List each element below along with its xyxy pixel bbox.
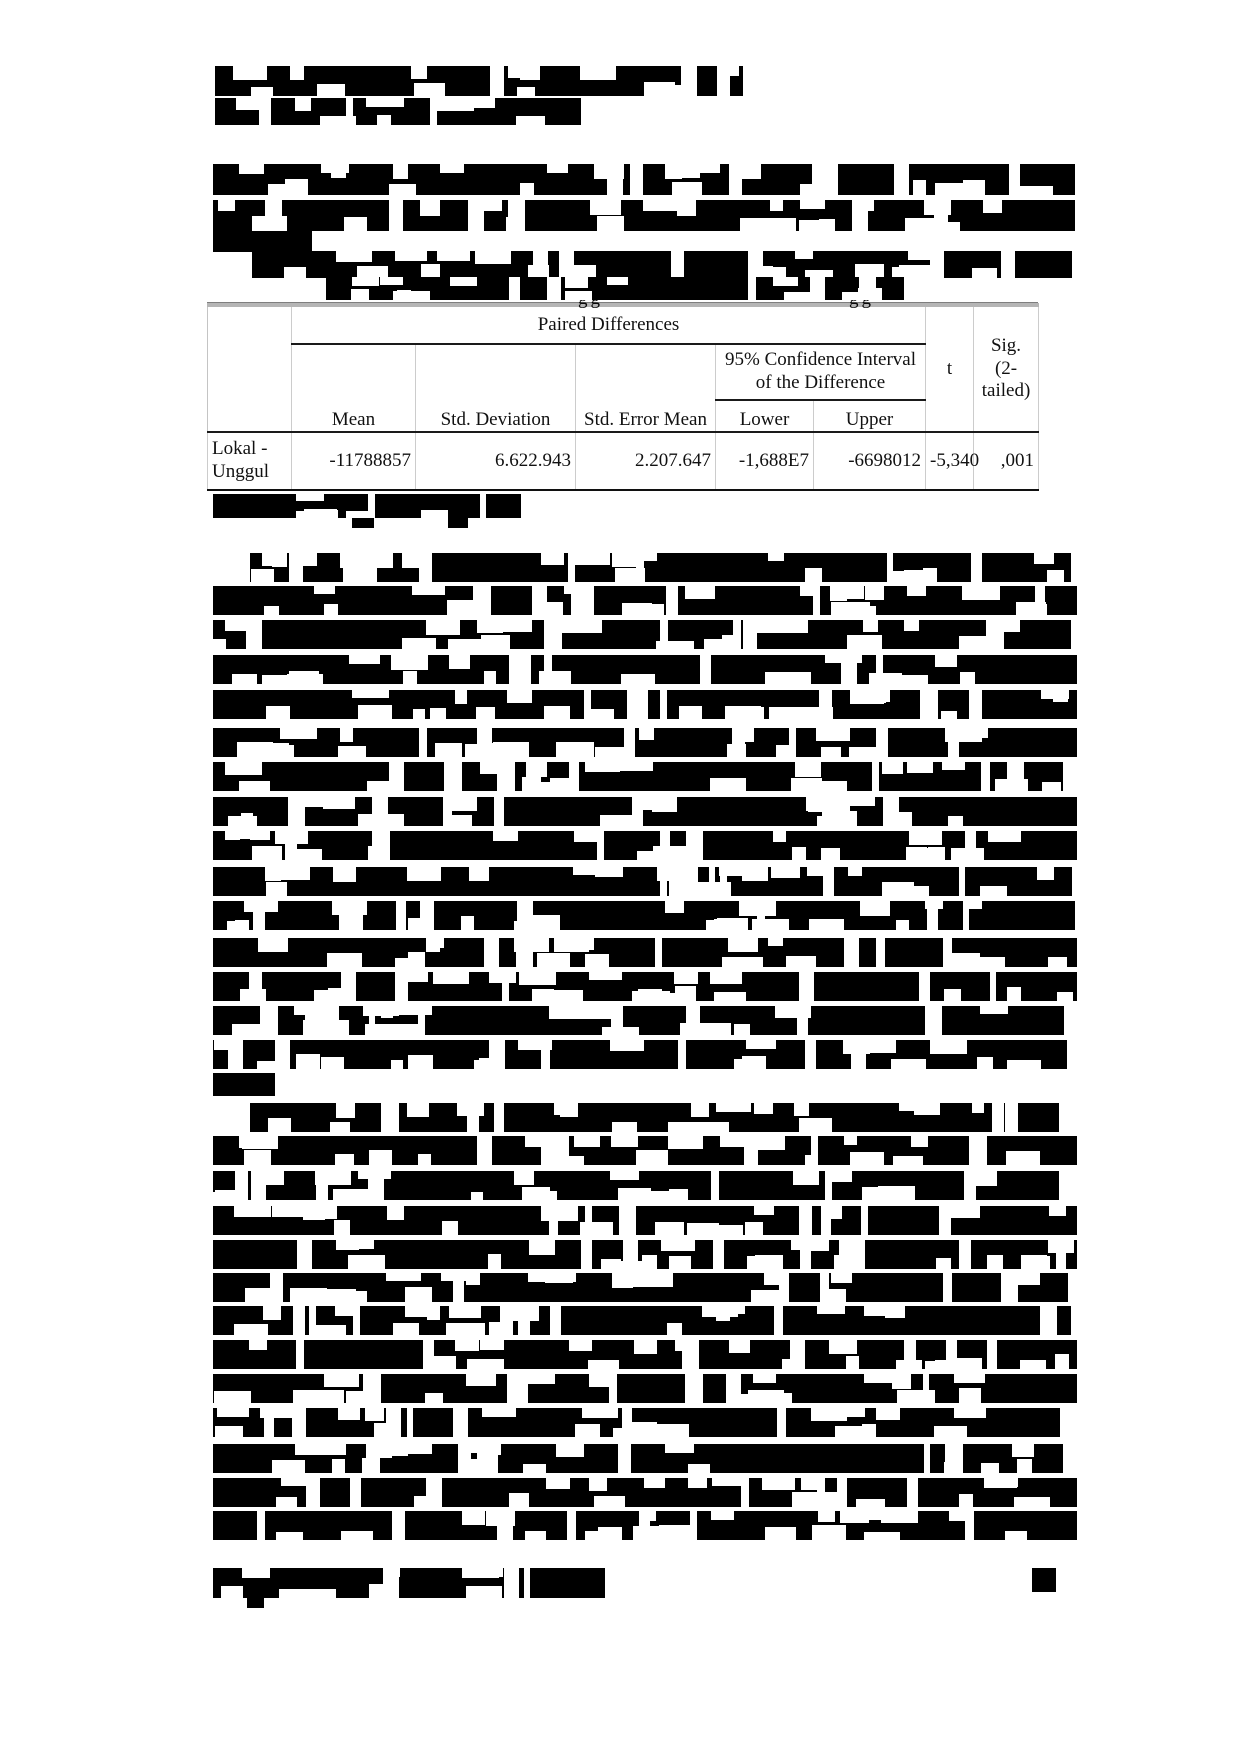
- mean-column-header: Mean: [291, 344, 416, 432]
- t-column-header: t: [925, 305, 975, 432]
- sig-value: ,001: [973, 431, 1040, 491]
- pair-label: Lokal - Unggul: [207, 431, 292, 491]
- std-deviation-value: 6.622.943: [415, 431, 576, 491]
- lower-value: -1,688E7: [715, 431, 814, 491]
- redacted-line: [213, 867, 1072, 896]
- mean-value: -11788857: [291, 431, 416, 491]
- redacted-line: [213, 1511, 1077, 1540]
- redacted-line: [213, 1006, 1064, 1035]
- redacted-line: [252, 251, 1072, 278]
- redacted-line: [215, 66, 743, 96]
- redacted-line: [213, 1374, 1077, 1403]
- upper-value: -6698012: [812, 431, 927, 491]
- redacted-line: [213, 831, 1077, 860]
- redacted-line: [213, 1273, 1068, 1302]
- redacted-line: [213, 200, 1075, 231]
- upper-column-header: Upper: [812, 400, 927, 432]
- redaction-mark: [448, 518, 468, 528]
- redacted-line: [213, 901, 1075, 930]
- redacted-line: [213, 586, 1077, 615]
- table-corner-cell: [207, 305, 292, 432]
- redacted-line: [213, 1444, 1063, 1473]
- redaction-mark: [247, 1597, 264, 1608]
- redacted-line: [213, 1240, 1077, 1269]
- redacted-line: [250, 1103, 1059, 1132]
- redaction-mark: [352, 518, 374, 528]
- t-value: -5,340: [925, 431, 979, 491]
- redacted-line: [213, 1568, 605, 1598]
- std-error-mean-column-header: Std. Error Mean: [575, 344, 716, 432]
- redacted-line: [213, 728, 1077, 757]
- redacted-line: [250, 553, 1071, 582]
- std-error-mean-value: 2.207.647: [575, 431, 716, 491]
- redacted-line: [213, 494, 521, 518]
- redacted-line: [213, 1171, 1059, 1200]
- redacted-line: [213, 938, 1077, 967]
- paired-samples-test-table: Paired Differences t Sig. (2-tailed) Mea…: [207, 302, 1040, 491]
- redacted-line: [213, 1478, 1077, 1507]
- sig-column-header: Sig. (2-tailed): [973, 305, 1040, 432]
- redacted-line: [213, 1040, 1067, 1069]
- std-deviation-column-header: Std. Deviation: [415, 344, 576, 432]
- redacted-line: [213, 1340, 1077, 1369]
- confidence-interval-header: 95% Confidence Interval of the Differenc…: [714, 344, 927, 401]
- redacted-line: [213, 164, 1075, 195]
- redacted-line: [213, 1073, 275, 1096]
- redacted-line: [213, 972, 1077, 1001]
- redacted-line: [213, 690, 1077, 719]
- redacted-line: [213, 1306, 1071, 1335]
- table-row: Lokal - Unggul -11788857 6.622.943 2.207…: [207, 431, 1040, 491]
- redacted-line: [213, 1408, 1060, 1437]
- redacted-line: [213, 1136, 1077, 1165]
- redacted-line: [213, 620, 1071, 649]
- redacted-line: [213, 655, 1077, 684]
- redacted-line: [213, 231, 312, 252]
- redacted-line: [213, 797, 1077, 826]
- lower-column-header: Lower: [715, 400, 814, 432]
- redacted-line: [326, 277, 904, 300]
- paired-differences-header: Paired Differences: [290, 305, 927, 345]
- redacted-line: [215, 98, 581, 125]
- redacted-line: [213, 762, 1063, 791]
- redacted-line: [213, 1206, 1077, 1235]
- redaction-mark: [1032, 1568, 1056, 1592]
